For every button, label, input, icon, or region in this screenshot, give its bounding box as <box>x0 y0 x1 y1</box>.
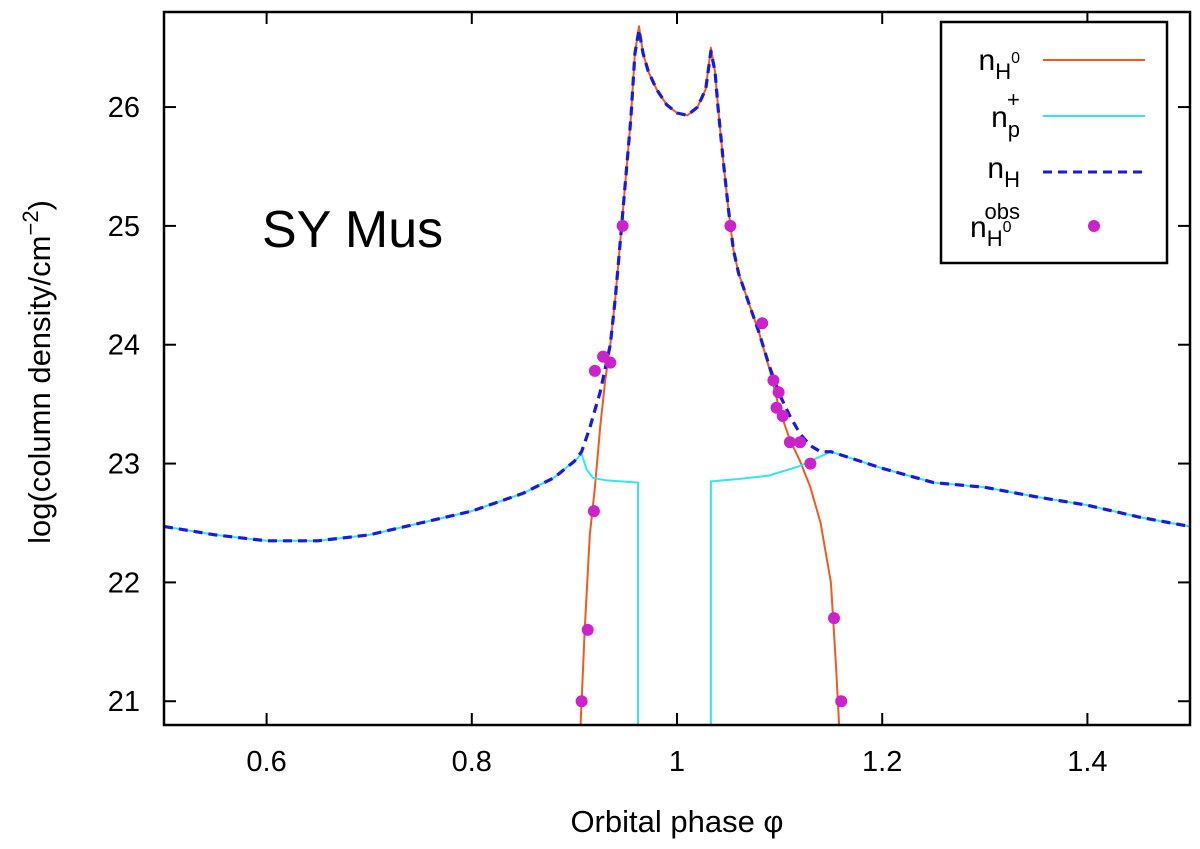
series-layer <box>164 25 1190 725</box>
x-tick-label-0: 0.6 <box>246 746 286 778</box>
y-axis-title-sup: −2 <box>18 210 43 235</box>
legend-nh0-base: n <box>979 44 996 77</box>
obs-point-10 <box>770 401 783 414</box>
y-tick-label-2: 23 <box>108 449 140 481</box>
legend-nh-base: n <box>987 152 1004 185</box>
series-npplus-segment-0 <box>164 453 639 725</box>
obs-point-14 <box>794 436 807 449</box>
obs-point-12 <box>776 410 789 422</box>
legend-obs-base: n <box>970 211 987 244</box>
legend-np-sub: p <box>1008 117 1020 142</box>
y-tick-label-3: 24 <box>108 330 140 362</box>
x-tick-label-3: 1.2 <box>862 746 902 778</box>
obs-point-8 <box>756 317 769 330</box>
legend-nh-sub: H <box>1004 167 1020 192</box>
obs-point-13 <box>783 436 796 449</box>
y-tick-label-4: 25 <box>108 211 140 243</box>
axis-ticks: 0.6 0.8 1 1.2 1.4 21 22 23 24 25 26 <box>108 12 1190 778</box>
y-axis-title-close: ) <box>22 200 57 210</box>
series-nh-segment-0 <box>164 28 1190 543</box>
legend-np-sup: + <box>1007 87 1020 112</box>
y-axis-title-main: log(column density/cm <box>22 236 57 544</box>
x-tick-label-2: 1 <box>669 746 685 778</box>
y-tick-label-1: 22 <box>108 567 140 599</box>
obs-point-6 <box>616 219 629 232</box>
legend-np-base: n <box>991 101 1008 134</box>
legend-label-nh0: nH0 <box>979 44 1021 84</box>
obs-point-15 <box>804 457 817 470</box>
annotation-sy-mus: SY Mus <box>262 201 443 259</box>
x-tick-label-1: 0.8 <box>452 746 492 778</box>
obs-point-0 <box>575 695 588 708</box>
y-axis-title: log(column density/cm−2) <box>18 200 57 544</box>
obs-point-3 <box>588 364 601 377</box>
legend-box <box>939 20 1169 265</box>
obs-point-1 <box>581 623 594 636</box>
legend: nH0 np+ nH nH0obs <box>939 20 1169 265</box>
legend-marker-obs <box>1088 220 1100 232</box>
observation-points <box>575 219 848 708</box>
x-axis-title: Orbital phase φ <box>570 804 783 839</box>
legend-obs-sup: obs <box>985 199 1020 224</box>
obs-point-17 <box>835 695 848 708</box>
legend-label-obs: nH0obs <box>970 199 1020 251</box>
series-nh0-segment-0 <box>579 25 841 725</box>
obs-point-7 <box>724 219 737 232</box>
legend-obs-subsup: 0 <box>1003 219 1012 236</box>
obs-point-5 <box>604 356 617 369</box>
x-tick-label-4: 1.4 <box>1067 746 1107 778</box>
obs-point-16 <box>828 612 840 625</box>
legend-nh0-sub: H <box>995 59 1011 84</box>
y-tick-label-0: 21 <box>108 686 140 718</box>
obs-point-2 <box>587 505 600 518</box>
obs-point-9 <box>767 374 780 387</box>
legend-nh0-subsup: 0 <box>1011 50 1020 67</box>
legend-label-np: np + <box>991 87 1020 142</box>
series-npplus-segment-1 <box>709 450 1190 725</box>
legend-obs-sub: H <box>987 226 1003 251</box>
legend-label-nh: nH <box>987 152 1020 192</box>
y-tick-label-5: 26 <box>108 92 140 124</box>
obs-point-11 <box>772 386 785 399</box>
